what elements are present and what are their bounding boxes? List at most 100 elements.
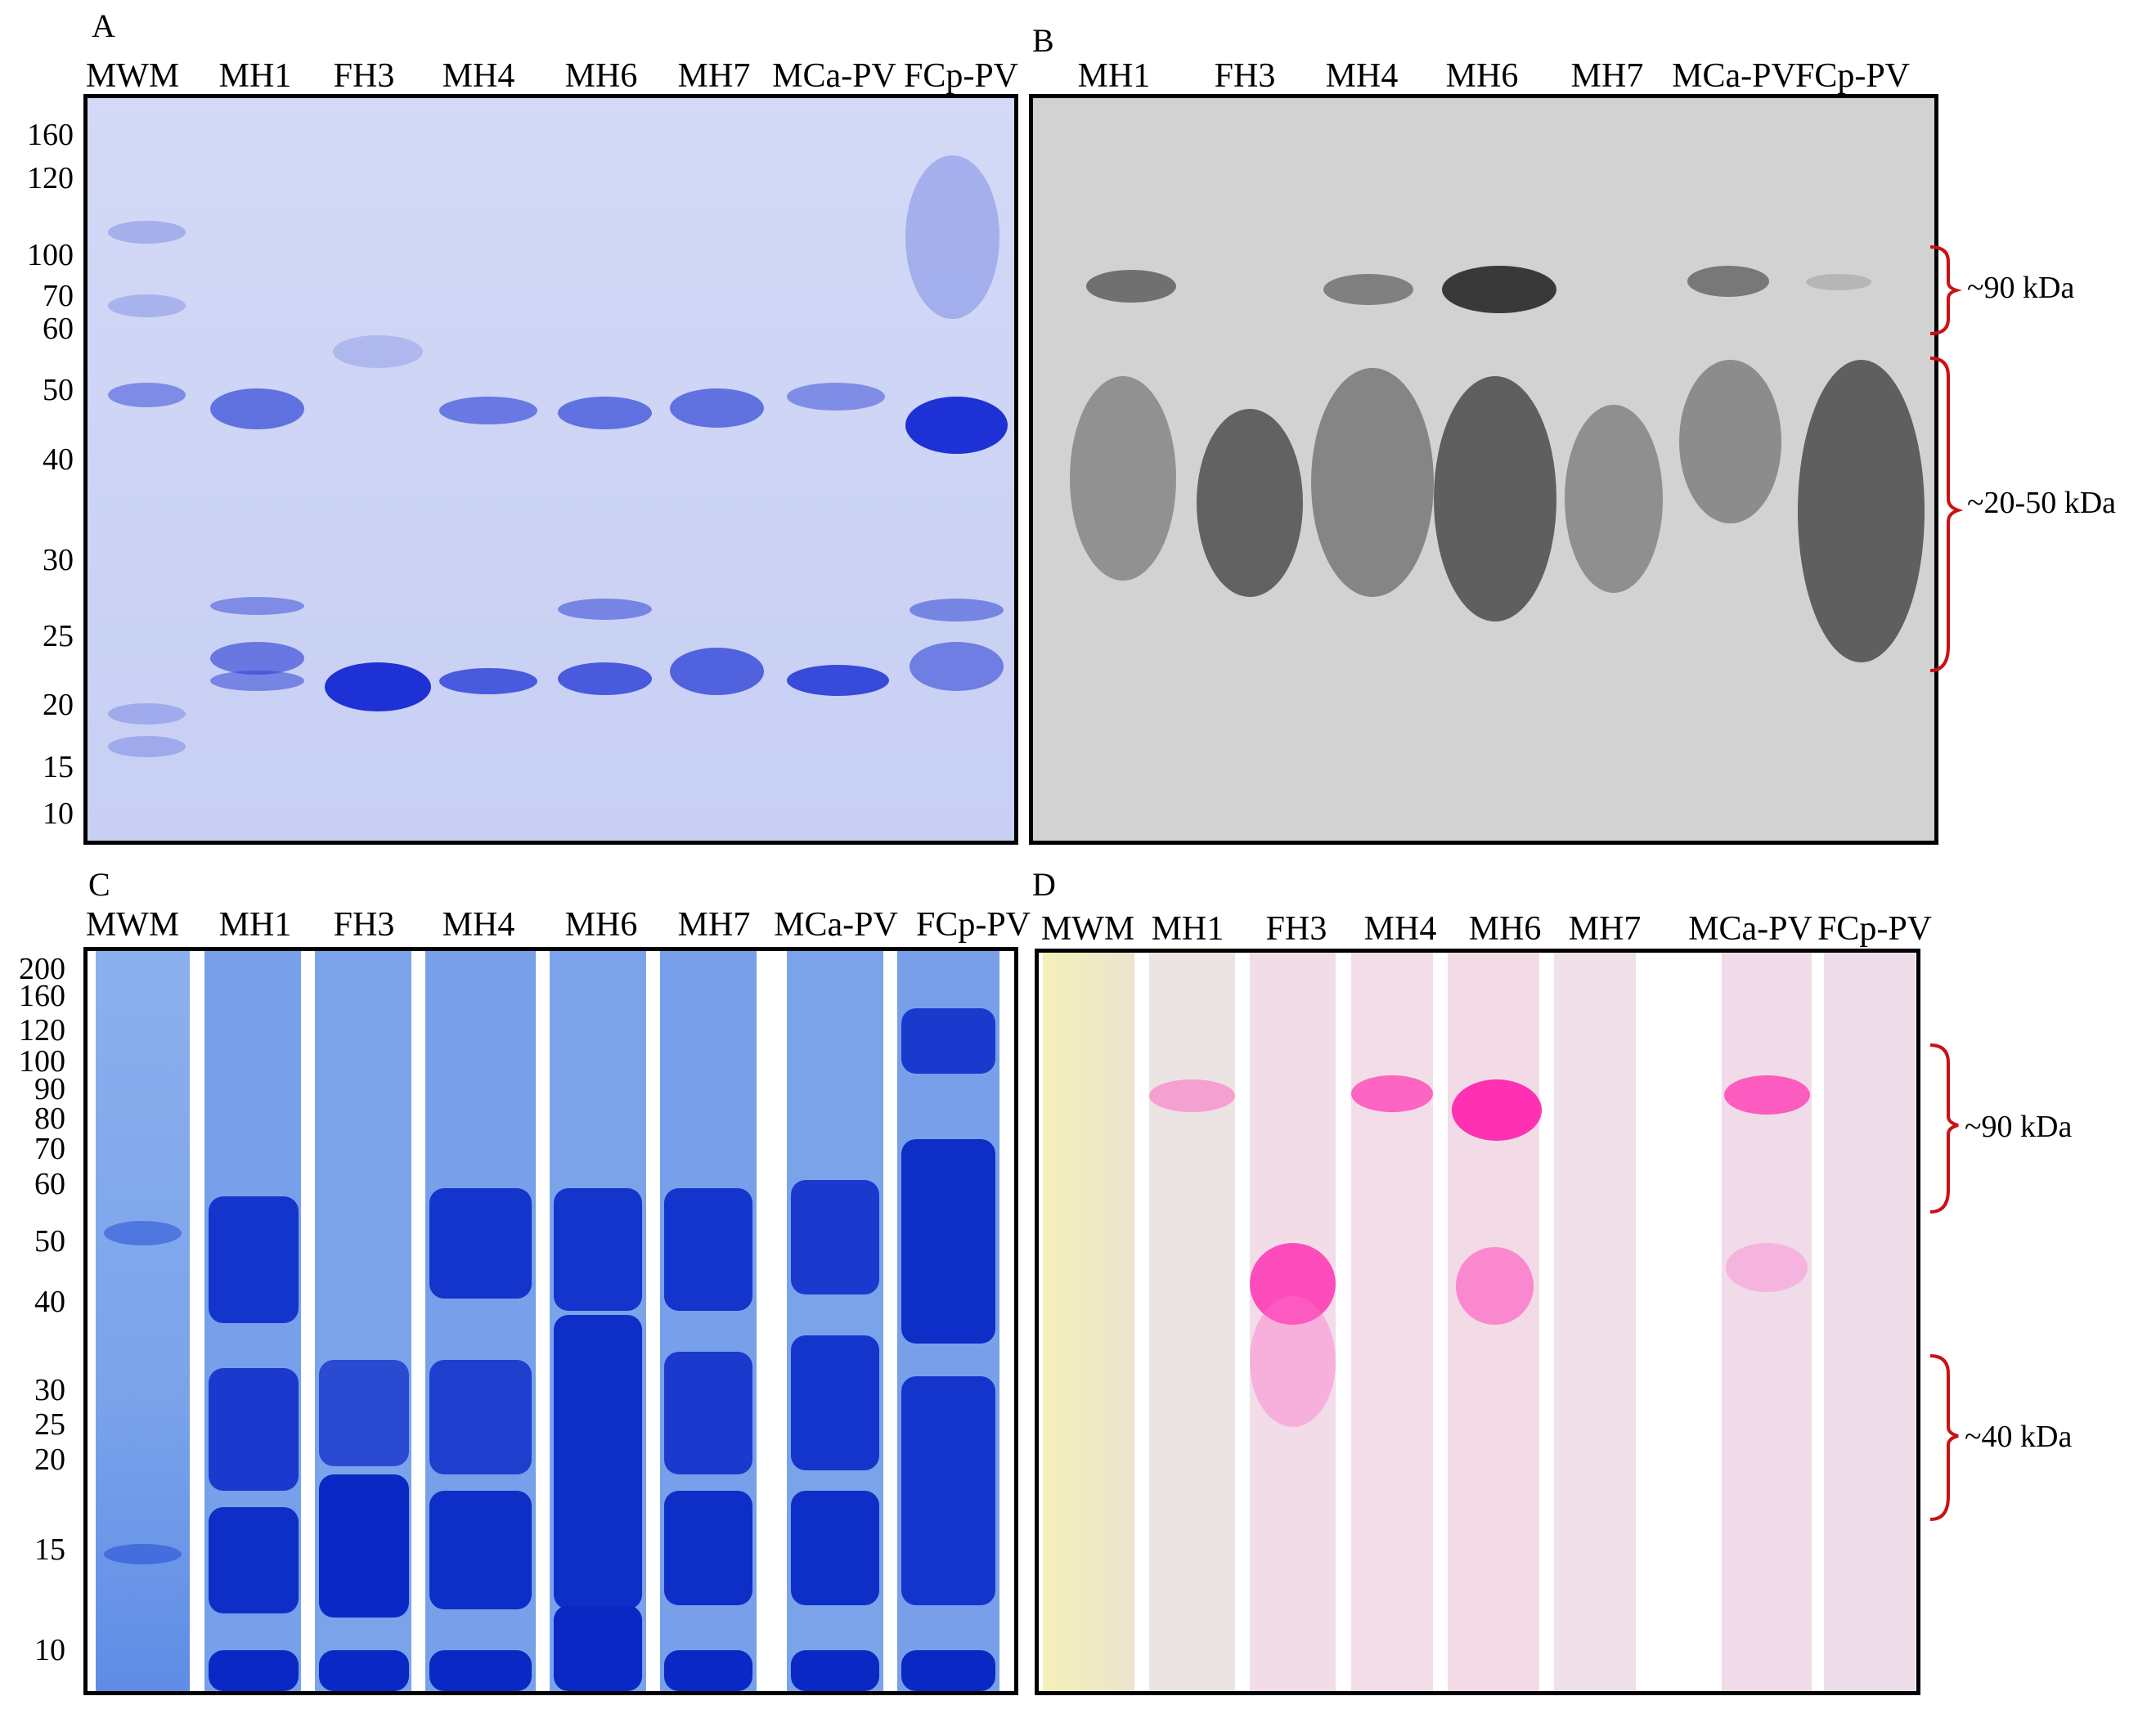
panel-b-lane-label-mca-pv: MCa-PV [1672,57,1796,95]
panel-a-lane-label-mh6: MH6 [564,57,638,95]
panel-c-mw-30: 30 [34,1373,65,1407]
panel-d-mca-pv-band [1724,1075,1810,1115]
panel-c-gel [83,947,1018,1695]
panel-a-mh4-band [439,668,537,694]
panel-a-mh1-band [210,388,304,429]
panel-b-fcp-pv-smear [1798,360,1925,662]
panel-c-dye-front [319,1650,409,1691]
panel-b-lane-label-mh4: MH4 [1325,57,1399,95]
panel-c-mh6-band [554,1315,642,1609]
panel-c-mw-15: 15 [34,1532,65,1567]
panel-c-mw-160: 160 [19,979,65,1013]
panel-d-lane-label-mh6: MH6 [1468,910,1542,948]
panel-b-lane-label-mh1: MH1 [1077,57,1151,95]
panel-b-mh7-smear [1565,405,1663,593]
panel-c-mw-60: 60 [34,1167,65,1201]
panel-c-dye-front [901,1650,995,1691]
panel-d-lane-label-mwm: MWM [1040,910,1135,948]
panel-c-mh4-band [429,1360,532,1474]
panel-a-letter: A [92,7,115,44]
panel-a-mwm-band [108,294,186,317]
panel-c-dye-front [429,1650,532,1691]
panel-b-range-90: ~90 kDa [1967,271,2075,305]
panel-a-mwm-band [108,221,186,244]
panel-a-mh7-band [670,388,764,428]
panel-a-fh3-band [325,662,431,711]
panel-c-mh1-band [209,1368,299,1491]
panel-a-mw-120: 120 [27,161,74,195]
panel-a-mwm-band [108,736,186,757]
panel-d-lane-mh4 [1351,953,1433,1691]
panel-b-lane-label-fh3: FH3 [1214,57,1276,95]
panel-b-blot [1029,94,1938,845]
panel-a-mwm-band [108,383,186,407]
panel-a-mh6-band [558,662,652,695]
panel-c-mca-pv-band [791,1180,879,1294]
panel-c-mwm-band [104,1221,182,1245]
panel-a-mwm-band [108,703,186,725]
panel-b-mh4-band [1323,274,1413,305]
panel-d-mh6-band [1452,1079,1542,1141]
panel-d-range-90: ~90 kDa [1965,1110,2073,1144]
panel-a-fcp-pv-band [905,397,1008,454]
panel-a-fcp-pv-band [910,642,1004,691]
panel-d-bracket-90 [1929,1043,1959,1214]
panel-a-fcp-pv-band [910,599,1004,621]
panel-c-lane-mwm [96,951,190,1691]
panel-c-mca-pv-band [791,1491,879,1605]
panel-d-fh3-smear [1250,1296,1336,1427]
panel-c-lane-label-mh1: MH1 [218,906,292,944]
panel-d-lane-label-mh4: MH4 [1363,910,1437,948]
panel-a-mh7-band [670,648,764,695]
panel-b-fcp-pv-band [1806,274,1871,290]
panel-c-mh4-band [429,1188,532,1299]
panel-d-zymogram [1035,949,1920,1695]
panel-a-gel [83,94,1018,845]
panel-a-mh4-band [439,397,537,424]
panel-c-mh1-band [209,1196,299,1323]
panel-c-mh4-band [429,1491,532,1609]
panel-c-lane-label-mh6: MH6 [564,906,638,944]
panel-c-fcp-pv-band [901,1376,995,1605]
panel-c-dye-front [791,1650,879,1691]
panel-d-lane-mwm [1043,953,1134,1691]
panel-b-lane-label-fcp-pv: FCp-PV [1794,57,1911,95]
panel-a-mw-70: 70 [43,279,74,313]
panel-c-fh3-band [319,1474,409,1618]
panel-c-mw-40: 40 [34,1285,65,1319]
panel-d-mh4-band [1351,1075,1433,1112]
panel-d-lane-label-mca-pv: MCa-PV [1688,910,1812,948]
panel-c-mw-120: 120 [19,1013,65,1048]
panel-c-dye-front [554,1605,642,1691]
panel-a-mw-25: 25 [43,619,74,653]
panel-a-mw-10: 10 [43,796,74,831]
panel-b-letter: B [1032,22,1054,59]
panel-c-dye-front [209,1650,299,1691]
panel-d-fh3-band [1250,1243,1336,1325]
panel-c-mh1-band [209,1507,299,1613]
panel-c-letter: C [88,866,110,903]
panel-c-mca-pv-band [791,1335,879,1470]
panel-a-mh1-band [210,671,304,691]
panel-d-lane-mca-pv [1722,953,1812,1691]
panel-c-mw-100: 100 [19,1044,65,1079]
panel-a-mh6-band [558,397,652,429]
panel-c-lane-label-fcp-pv: FCp-PV [915,906,1031,944]
panel-b-mh6-band [1442,266,1556,313]
panel-c-dye-front [664,1650,752,1691]
panel-a-lane-label-mh7: MH7 [677,57,751,95]
panel-b-lane-label-mh6: MH6 [1445,57,1519,95]
panel-a-mca-pv-band [787,383,885,411]
panel-c-lane-label-mca-pv: MCa-PV [774,906,898,944]
panel-d-bracket-40 [1929,1354,1959,1521]
panel-d-mh1-band [1149,1079,1235,1112]
panel-a-fh3-band [333,335,423,368]
panel-a-mh1-band [210,597,304,615]
panel-a-mw-60: 60 [43,312,74,346]
panel-d-range-40: ~40 kDa [1965,1420,2073,1454]
panel-c-fcp-pv-band [901,1139,995,1344]
panel-c-mw-20: 20 [34,1443,65,1477]
panel-c-lane-label-mwm: MWM [85,906,180,944]
panel-b-bracket-90 [1929,245,1962,335]
panel-c-mw-90: 90 [34,1072,65,1106]
